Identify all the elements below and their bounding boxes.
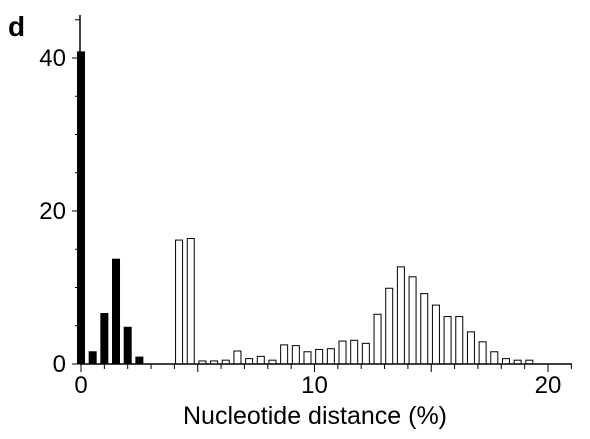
bar-series2 (350, 339, 359, 365)
bar-series2 (431, 304, 440, 365)
bar-series2 (361, 342, 370, 365)
bar-series2 (373, 313, 382, 365)
bar-series2 (256, 355, 265, 365)
bar-series1 (112, 258, 121, 365)
bar-series2 (291, 345, 300, 365)
bar-series2 (490, 351, 499, 365)
bar-series2 (478, 341, 487, 365)
bar-series2 (501, 358, 510, 365)
y-tick-label: 40 (39, 45, 66, 72)
bar-series2 (280, 344, 289, 365)
x-ticks-group: 0 10 20 (74, 364, 572, 399)
bar-series2 (408, 276, 417, 365)
bar-series2 (303, 351, 312, 365)
panel-label: d (8, 11, 25, 42)
bar-series2 (443, 316, 452, 365)
bar-series2 (338, 340, 347, 365)
bar-series2 (385, 287, 394, 365)
x-axis-title: Nucleotide distance (%) (183, 402, 447, 430)
x-tick-label: 20 (535, 372, 562, 399)
bar-series1 (100, 313, 109, 365)
bar-series2 (420, 293, 429, 365)
bar-series2 (315, 348, 324, 365)
bar-series2 (186, 238, 195, 365)
bar-series2 (455, 316, 464, 365)
bar-series2 (175, 239, 184, 365)
bar-series2 (466, 331, 475, 365)
bar-series2 (326, 348, 335, 365)
bar-series1 (88, 351, 97, 365)
y-tick-label: 20 (39, 198, 66, 225)
bar-series2 (233, 350, 242, 365)
y-tick-label: 0 (53, 351, 66, 378)
y-ticks-group: 0 20 40 (39, 19, 80, 378)
bar-series1 (77, 51, 85, 365)
bar-series2 (396, 266, 405, 365)
x-tick-label: 0 (74, 372, 87, 399)
bar-series1 (135, 356, 144, 365)
bar-series1 (123, 326, 132, 365)
bars-group (77, 51, 534, 365)
bar-series2 (245, 358, 254, 365)
x-tick-label: 10 (301, 372, 328, 399)
